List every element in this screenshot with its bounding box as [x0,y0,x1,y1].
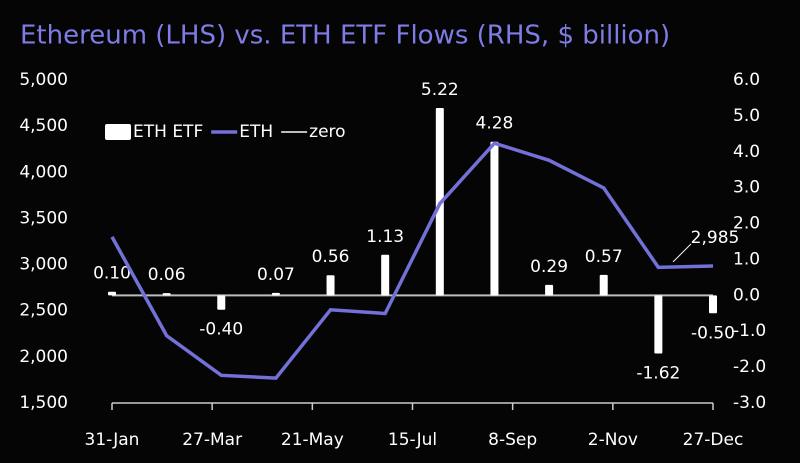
x-tick-label: 27-Mar [182,430,242,450]
bar [217,295,226,310]
y-tick-label: 1,500 [19,393,68,413]
bar [381,254,390,296]
bar [490,141,499,296]
bar [162,293,171,296]
x-tick-label: 31-Jan [85,430,140,450]
x-tick-label: 27-Dec [683,430,744,450]
data-label: 0.57 [585,247,623,267]
data-label: 1.13 [366,227,404,247]
legend-label: ETH ETF [133,122,203,142]
y2-tick-label: -2.0 [733,357,766,377]
y2-tick-label: 3.0 [733,178,760,198]
chart-title: Ethereum (LHS) vs. ETH ETF Flows (RHS, $… [20,21,670,51]
x-tick-label: 2-Nov [588,430,638,450]
data-label: 2,985 [691,228,740,248]
y2-tick-label: 4.0 [733,142,760,162]
data-label: 0.07 [257,265,295,285]
bar [599,274,608,296]
bar [545,284,554,296]
legend-label: zero [309,122,345,142]
y-tick-label: 2,500 [19,301,68,321]
y2-tick-label: 2.0 [733,214,760,234]
data-label: 5.22 [421,80,459,100]
legend-swatch [105,124,131,140]
y-tick-label: 2,000 [19,347,68,367]
data-label: -0.50 [691,323,735,343]
y-tick-label: 4,500 [19,116,68,136]
y-tick-label: 3,000 [19,255,68,275]
bar [709,295,717,314]
y-tick-label: 4,000 [19,162,68,182]
data-label: -0.40 [199,320,243,340]
data-label: 0.56 [312,247,350,267]
y2-tick-label: 0.0 [733,285,760,305]
bar [271,292,280,296]
y2-tick-label: -3.0 [733,393,766,413]
data-label: 0.06 [148,265,186,285]
x-tick-label: 21-May [281,430,344,450]
data-label: 0.29 [530,257,568,277]
y-tick-label: 3,500 [19,208,68,228]
annotation-leader [672,243,692,263]
x-tick-label: 15-Jul [388,430,437,450]
data-label: 0.10 [93,264,131,284]
y2-tick-label: 1.0 [733,249,760,269]
y2-tick-label: -1.0 [733,321,766,341]
bar [654,295,663,354]
bar [326,275,335,296]
data-label: 4.28 [476,114,514,134]
bar [108,291,116,296]
data-label: -1.62 [636,363,680,383]
legend-label: ETH [239,122,273,142]
y-tick-label: 5,000 [19,70,68,90]
y2-tick-label: 5.0 [733,106,760,126]
y2-tick-label: 6.0 [733,70,760,90]
line [110,141,714,380]
x-tick-label: 8-Sep [488,430,537,450]
